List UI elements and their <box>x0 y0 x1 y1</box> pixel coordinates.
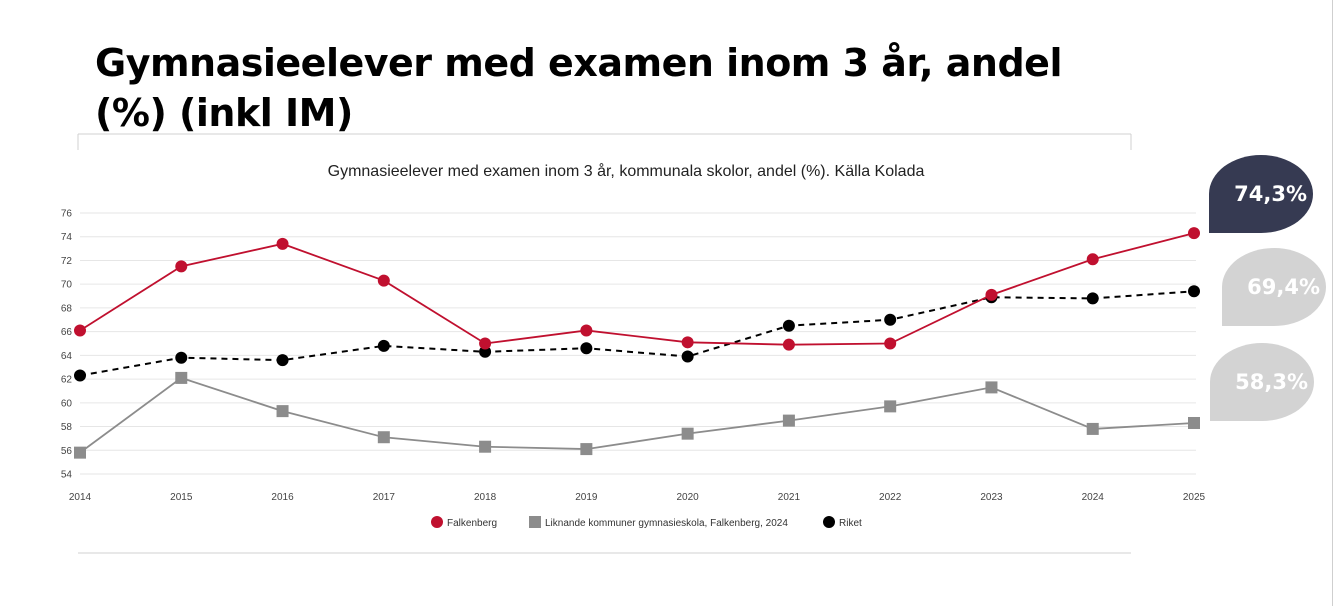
data-point-circle <box>1086 292 1099 305</box>
x-tick-label: 2024 <box>1082 492 1105 503</box>
data-point-circle <box>74 324 86 337</box>
x-tick-label: 2016 <box>271 492 294 503</box>
data-point-circle <box>377 274 390 287</box>
y-tick-label: 62 <box>61 375 73 386</box>
callout-liknande: 58,3% <box>1210 343 1314 421</box>
data-point-square <box>377 431 390 444</box>
data-point-square <box>782 414 795 427</box>
x-tick-label: 2021 <box>778 492 801 503</box>
data-point-circle <box>1188 227 1200 240</box>
legend-marker <box>529 516 541 528</box>
y-tick-label: 60 <box>61 398 73 409</box>
y-tick-label: 64 <box>61 351 73 362</box>
y-tick-label: 58 <box>61 422 73 433</box>
data-point-circle <box>985 288 998 301</box>
legend-label: Liknande kommuner gymnasieskola, Falkenb… <box>545 518 788 529</box>
data-point-circle <box>479 337 492 350</box>
x-tick-label: 2018 <box>474 492 497 503</box>
data-point-circle <box>74 369 86 382</box>
divider <box>1332 0 1333 606</box>
callout-falkenberg: 74,3% <box>1209 155 1313 233</box>
series-line-liknande <box>79 376 1195 454</box>
data-point-circle <box>276 237 289 250</box>
series-line-falkenberg <box>79 232 1195 346</box>
x-tick-label: 2017 <box>373 492 396 503</box>
y-tick-label: 72 <box>61 256 73 267</box>
x-tick-label: 2019 <box>575 492 598 503</box>
data-point-circle <box>884 337 897 350</box>
data-point-circle <box>681 350 694 363</box>
x-tick-label: 2014 <box>69 492 92 503</box>
data-point-circle <box>782 319 795 332</box>
data-point-square <box>985 381 998 394</box>
data-point-square <box>580 443 593 456</box>
y-tick-label: 76 <box>61 209 73 220</box>
callout-label: 58,3% <box>1235 370 1308 394</box>
data-point-square <box>1188 416 1200 429</box>
chart-title: Gymnasieelever med examen inom 3 år, kom… <box>328 162 925 180</box>
data-point-circle <box>175 260 188 273</box>
y-tick-label: 68 <box>61 303 73 314</box>
data-point-circle <box>479 345 492 358</box>
data-point-square <box>884 400 897 413</box>
legend-marker <box>823 516 835 528</box>
data-point-circle <box>884 313 897 326</box>
data-point-circle <box>377 339 390 352</box>
x-tick-label: 2015 <box>170 492 193 503</box>
data-point-circle <box>681 336 694 349</box>
data-point-circle <box>1086 253 1099 266</box>
y-tick-label: 56 <box>61 446 73 457</box>
y-tick-label: 74 <box>61 232 73 243</box>
callout-label: 74,3% <box>1234 182 1307 206</box>
data-point-square <box>276 405 289 418</box>
data-point-circle <box>1188 285 1200 298</box>
series-line-riket <box>79 290 1195 377</box>
data-point-circle <box>580 324 593 337</box>
x-tick-label: 2023 <box>980 492 1003 503</box>
data-point-square <box>74 446 86 459</box>
data-point-square <box>479 440 492 453</box>
page-title: Gymnasieelever med examen inom 3 år, and… <box>95 41 1062 135</box>
data-point-circle <box>175 351 188 364</box>
data-point-square <box>681 427 694 440</box>
data-point-circle <box>580 342 593 355</box>
legend-label: Riket <box>839 518 862 529</box>
x-tick-label: 2025 <box>1183 492 1206 503</box>
x-tick-label: 2022 <box>879 492 902 503</box>
data-point-circle <box>782 338 795 351</box>
y-tick-label: 70 <box>61 280 73 291</box>
data-point-circle <box>276 354 289 367</box>
callout-label: 69,4% <box>1247 275 1320 299</box>
data-point-square <box>1086 422 1099 435</box>
legend-label: Falkenberg <box>447 518 497 529</box>
callout-riket: 69,4% <box>1222 248 1326 326</box>
legend-marker <box>431 516 443 528</box>
x-tick-label: 2020 <box>677 492 700 503</box>
y-tick-label: 54 <box>61 470 73 481</box>
data-point-square <box>175 371 188 384</box>
y-tick-label: 66 <box>61 327 73 338</box>
